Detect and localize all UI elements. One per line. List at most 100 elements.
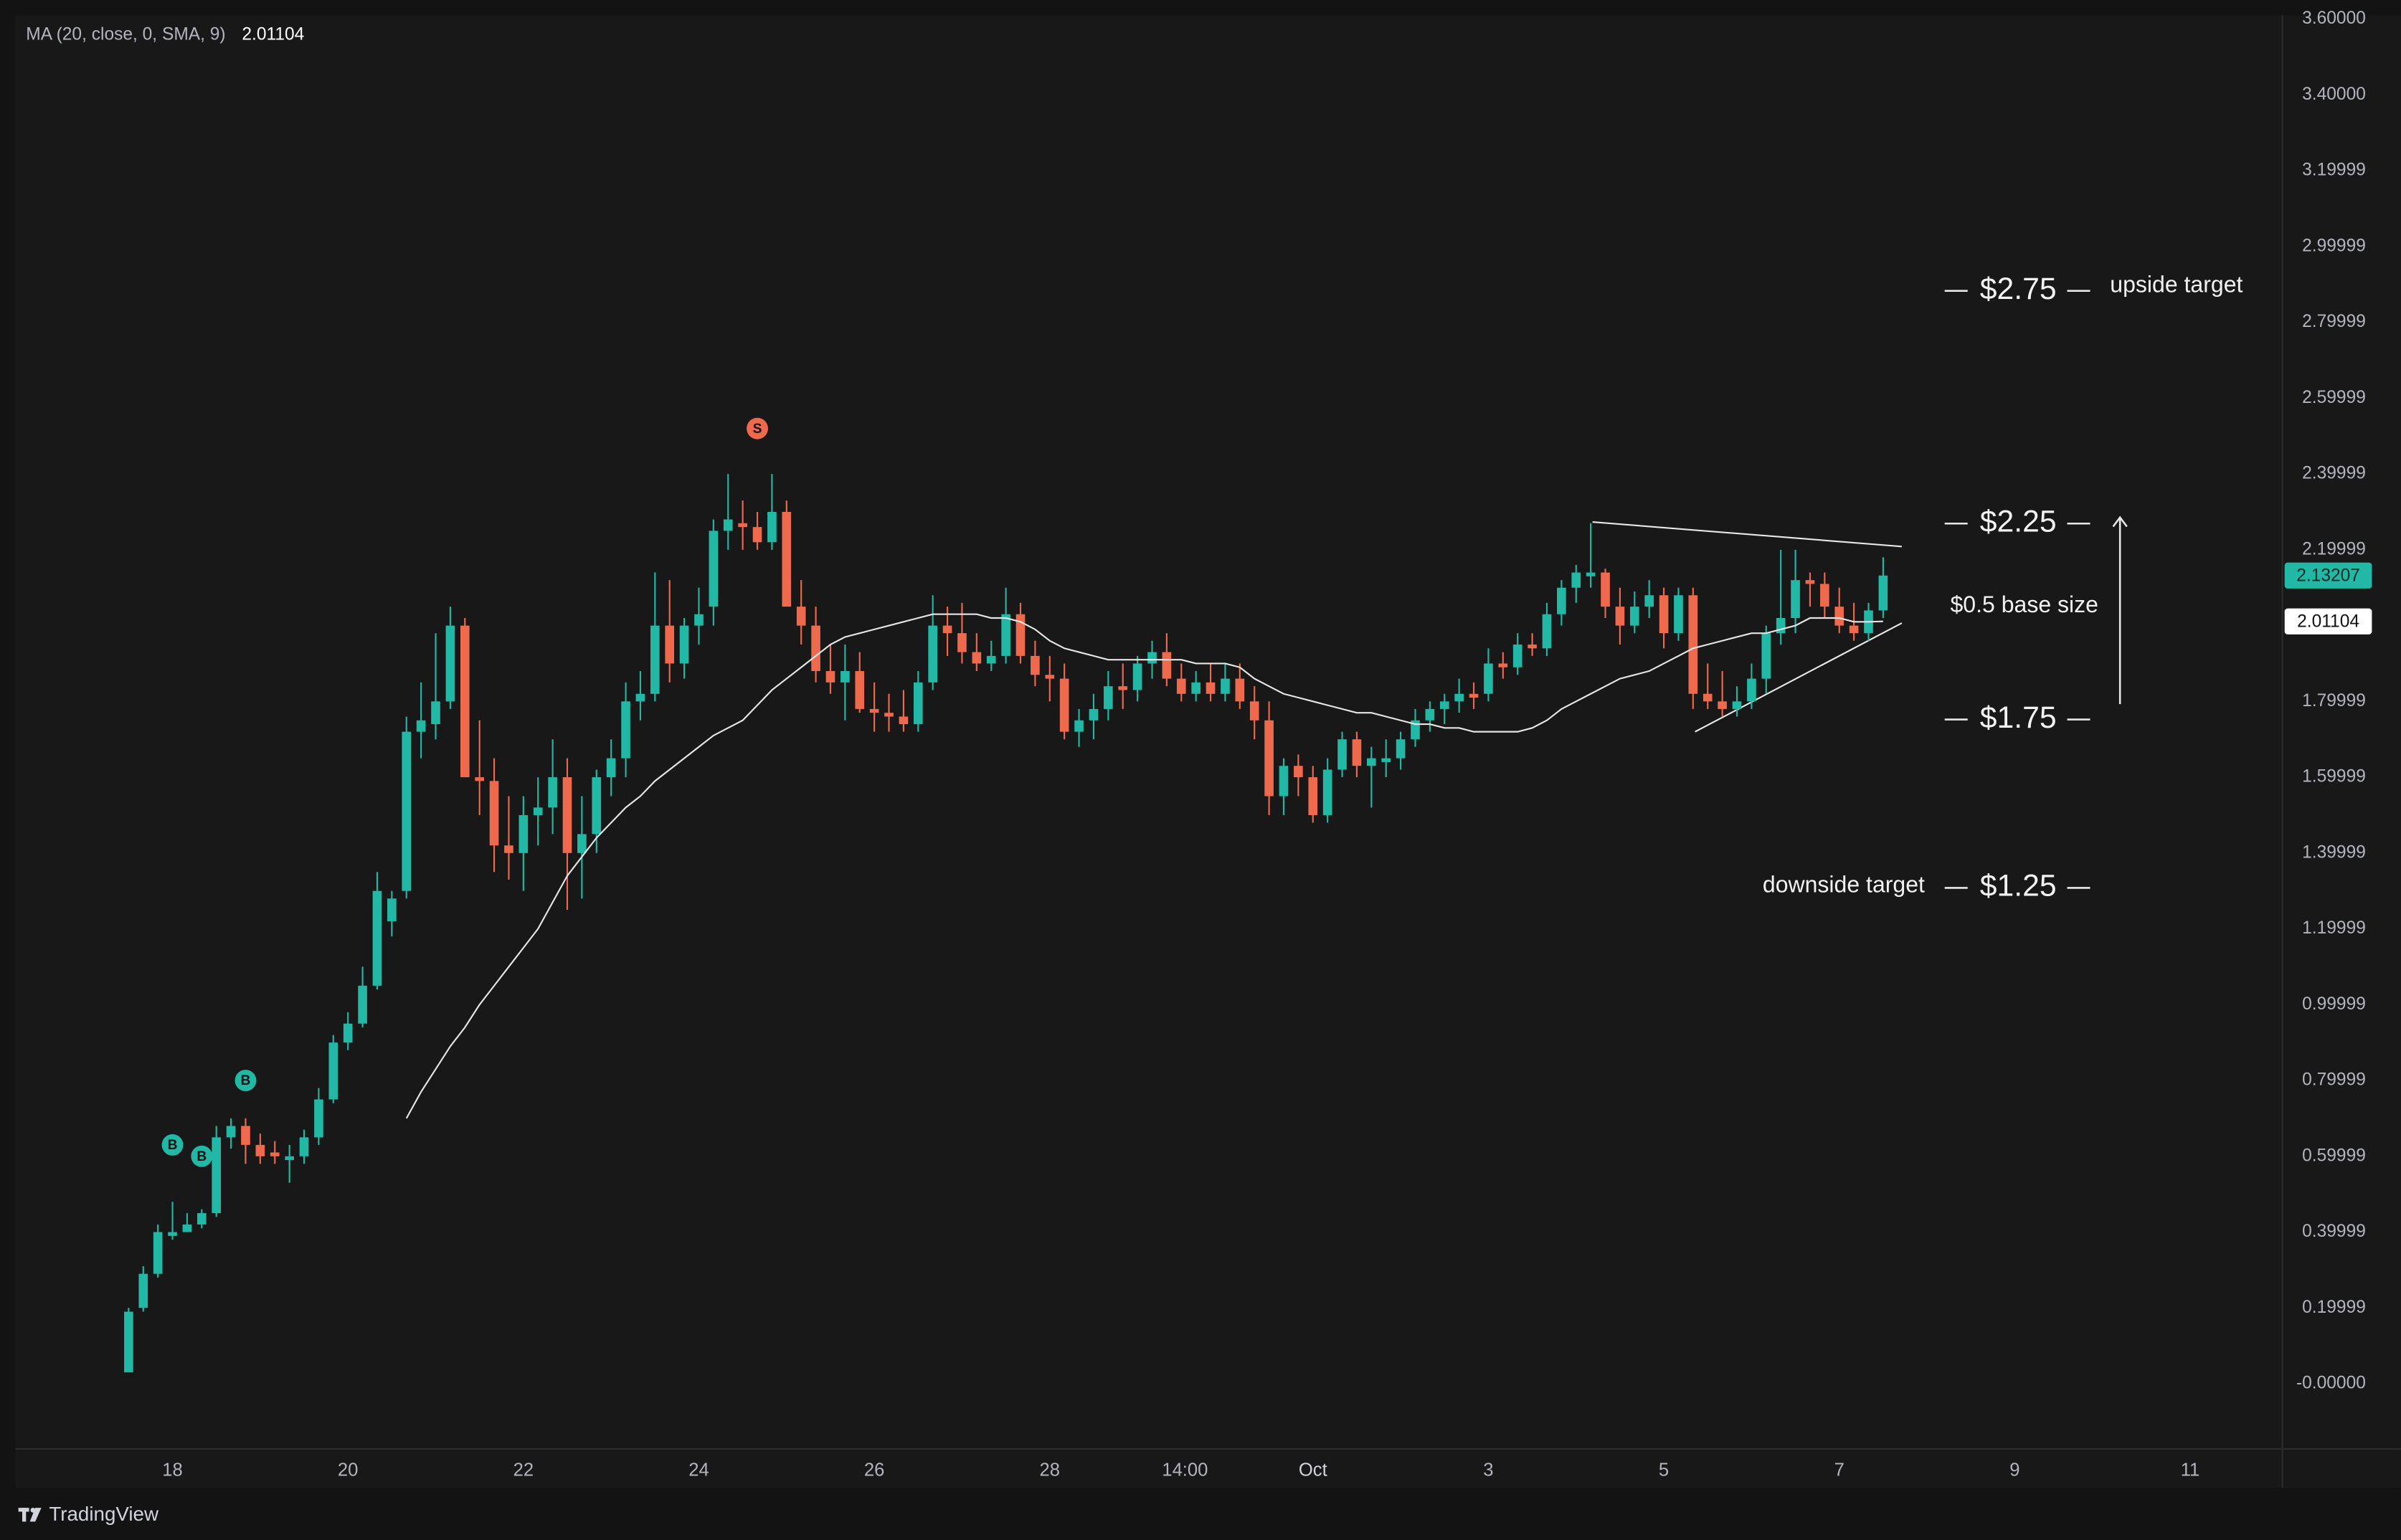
annotation: $2.75 [1980,272,2057,306]
annotation: $2.25 [1980,505,2057,539]
candle-body [387,898,397,921]
candle-body [899,716,909,725]
candle-body [1425,708,1435,721]
candle-body [212,1137,222,1214]
candle-body [314,1099,323,1138]
candle-body [475,777,484,781]
candle-body [1747,678,1756,702]
y-tick-label: -0.00000 [2296,1373,2366,1392]
candle-body [1031,655,1040,675]
x-tick-label: Oct [1299,1460,1327,1480]
candle-body [1059,678,1069,732]
x-tick-label: 3 [1483,1460,1493,1480]
x-tick-label: 22 [513,1460,534,1480]
candle-body [1366,758,1376,766]
y-tick-label: 0.79999 [2302,1070,2366,1090]
candle-body [1104,686,1113,709]
candle-body [723,519,733,531]
candle-body [241,1126,250,1145]
price-badge-label: 2.13207 [2296,566,2360,585]
candle-body [635,693,645,702]
candle-body [1089,708,1099,721]
candle-body [124,1311,133,1373]
annotation: $1.25 [1980,869,2057,903]
candle-body [606,758,616,778]
x-tick-label: 24 [688,1460,709,1480]
x-tick-label: 5 [1659,1460,1669,1480]
y-tick-label: 3.19999 [2302,161,2366,180]
candle-body [1791,580,1800,619]
candle-body [168,1232,177,1236]
candle-body [1045,675,1055,679]
candle-body [1176,678,1186,694]
candle-body [431,701,440,725]
signal-marker [161,1133,184,1156]
candle-body [343,1023,353,1043]
range-arrow [2112,515,2128,705]
candle-body [1235,678,1245,702]
candle-body [255,1144,265,1156]
candle-body [1264,720,1274,797]
candle-body [1542,614,1552,649]
candle-body [752,527,762,543]
candle-body [592,777,602,835]
candle-body [489,781,499,846]
candle-body [957,633,967,652]
candle-body [1688,595,1698,694]
candle-body [548,777,557,808]
candle-body [1337,739,1347,770]
candles [124,474,1888,1373]
candle-body [1718,701,1727,709]
candle-body [1162,652,1172,679]
trend-line [1695,622,1903,733]
candle-body [1411,720,1420,740]
y-tick-label: 0.59999 [2302,1146,2366,1165]
x-tick-label: 28 [1040,1460,1061,1480]
price-axis [2281,15,2401,1488]
y-tick-label: 1.59999 [2302,767,2366,786]
candle-body [1074,720,1084,732]
candle-body [1484,663,1493,694]
candle-body [445,625,455,702]
candle-body [855,671,865,709]
candle-body [1528,645,1537,649]
y-tick-label: 0.19999 [2302,1298,2366,1317]
candle-body [1878,575,1888,611]
annotation: $1.75 [1980,700,2057,735]
y-tick-label: 2.99999 [2302,236,2366,255]
candle-body [782,511,792,607]
candle-body [1439,701,1449,709]
candle-body [1629,607,1639,626]
annotation: upside target [2110,272,2243,298]
candle-body [1703,693,1713,702]
y-tick-label: 2.39999 [2302,464,2366,483]
candle-body [1498,663,1508,667]
candle-body [196,1213,207,1225]
signal-marker [235,1070,257,1091]
x-tick-label: 18 [162,1460,182,1480]
candle-body [709,531,719,607]
candle-body [577,834,587,853]
candle-body [372,890,382,986]
level-dashes [1944,290,2090,889]
candle-body [1586,572,1596,576]
candle-body [1732,701,1742,709]
candle-body [358,985,367,1024]
candle-body [1294,766,1303,778]
candle-body [1001,614,1010,656]
candle-body [153,1232,163,1274]
candle-body [972,652,982,664]
candle-body [1761,633,1771,679]
x-tick-label: 11 [2181,1460,2200,1480]
candle-body [518,814,529,853]
candle-body [1308,777,1318,815]
candle-body [928,625,938,683]
logo [18,1507,42,1522]
candle-body [1381,758,1391,762]
y-tick-label: 3.60000 [2302,9,2366,28]
candle-body [913,682,923,725]
candle-body [621,701,630,759]
plot-area [15,15,2282,1448]
